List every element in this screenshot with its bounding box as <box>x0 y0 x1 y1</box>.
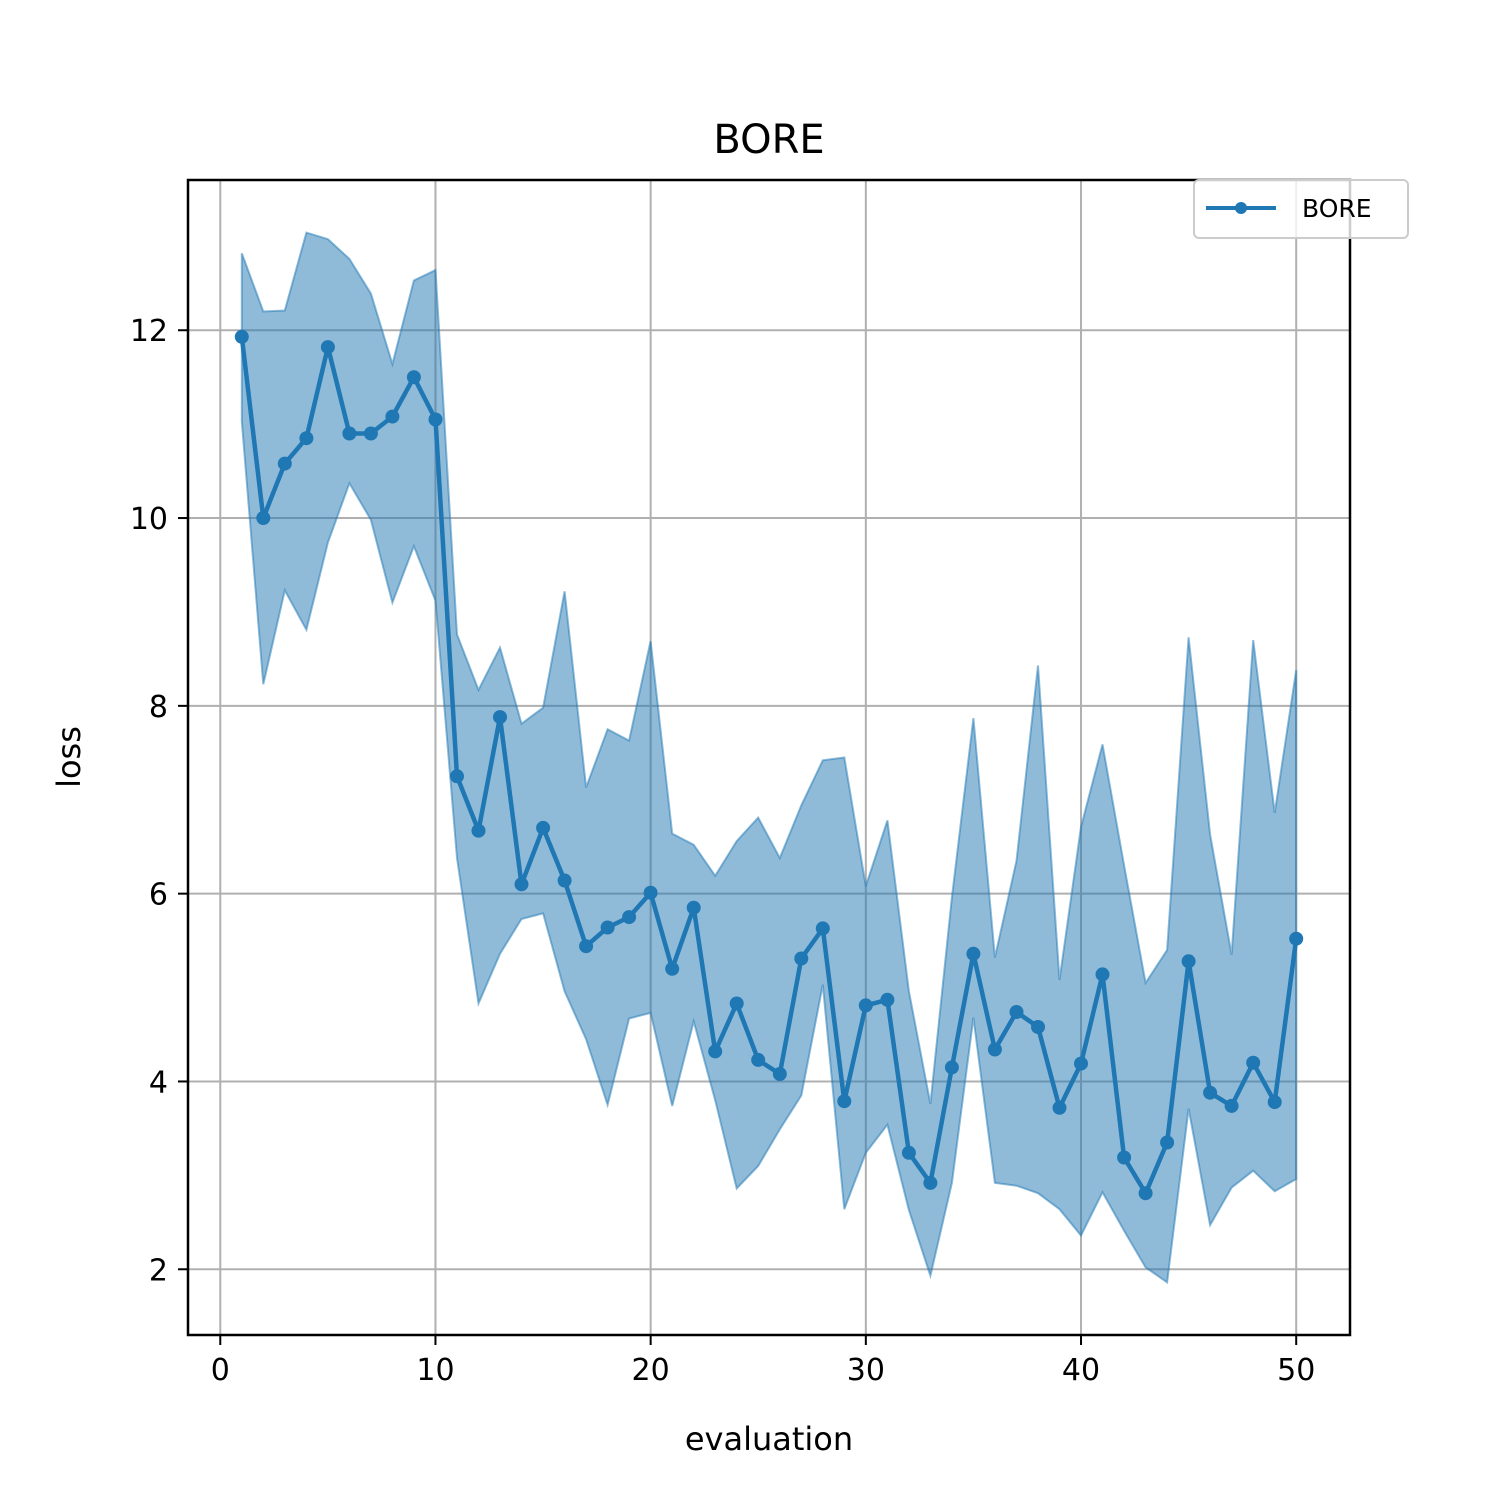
data-point-24 <box>729 996 744 1011</box>
y-tick-label-1: 4 <box>149 1065 168 1100</box>
y-tick-label-4: 10 <box>130 502 168 537</box>
data-point-34 <box>944 1060 959 1075</box>
data-point-22 <box>686 900 701 915</box>
data-point-33 <box>923 1175 938 1190</box>
legend: BORE <box>1193 179 1409 239</box>
x-axis-label: evaluation <box>685 1420 853 1458</box>
data-point-32 <box>901 1145 916 1160</box>
data-point-29 <box>837 1094 852 1109</box>
data-point-47 <box>1224 1098 1239 1113</box>
data-point-20 <box>643 885 658 900</box>
legend-marker-swatch <box>1235 202 1247 214</box>
data-point-25 <box>751 1052 766 1067</box>
x-tick-label-2: 20 <box>632 1353 670 1388</box>
confidence-band-0 <box>240 231 1298 1285</box>
y-tick-label-0: 2 <box>149 1253 168 1288</box>
data-point-6 <box>342 426 357 441</box>
data-point-9 <box>406 370 421 385</box>
data-point-5 <box>320 340 335 355</box>
data-point-13 <box>493 710 507 725</box>
data-point-37 <box>1009 1005 1024 1019</box>
series-line-0 <box>239 336 1299 1196</box>
axis-ticks: 0 10 20 30 40 50 2 4 6 8 10 12 <box>130 314 1315 1388</box>
data-point-16 <box>557 873 572 888</box>
data-point-8 <box>385 409 400 424</box>
data-point-45 <box>1181 954 1196 969</box>
data-point-23 <box>708 1044 723 1059</box>
data-point-3 <box>277 456 292 471</box>
data-point-14 <box>514 877 529 892</box>
x-tick-label-3: 30 <box>847 1353 885 1388</box>
data-point-19 <box>622 910 637 925</box>
data-point-42 <box>1117 1150 1132 1165</box>
data-point-28 <box>815 921 830 936</box>
data-point-26 <box>772 1067 787 1081</box>
data-point-41 <box>1095 967 1110 982</box>
data-point-2 <box>256 511 271 525</box>
x-tick-label-0: 0 <box>211 1353 230 1388</box>
data-point-43 <box>1138 1186 1153 1201</box>
plot-series <box>234 231 1304 1285</box>
data-point-4 <box>299 431 314 446</box>
x-tick-label-4: 40 <box>1062 1353 1100 1388</box>
data-point-21 <box>665 961 680 976</box>
y-tick-label-2: 6 <box>149 878 168 913</box>
y-tick-label-3: 8 <box>149 690 168 725</box>
data-point-50 <box>1289 931 1304 946</box>
x-tick-label-1: 10 <box>416 1353 454 1388</box>
data-point-10 <box>428 412 443 427</box>
data-point-49 <box>1267 1095 1282 1110</box>
y-tick-label-5: 12 <box>130 314 168 349</box>
x-tick-label-5: 50 <box>1277 1353 1315 1388</box>
data-point-7 <box>363 426 378 441</box>
data-point-1 <box>234 329 249 344</box>
data-point-15 <box>536 820 551 835</box>
data-point-17 <box>579 939 594 954</box>
data-point-46 <box>1203 1085 1218 1100</box>
data-point-38 <box>1031 1020 1045 1034</box>
data-point-31 <box>880 992 895 1007</box>
data-point-27 <box>794 951 809 966</box>
legend-box <box>1193 179 1409 239</box>
data-point-35 <box>966 946 981 961</box>
data-point-12 <box>471 823 486 838</box>
data-point-48 <box>1246 1055 1261 1070</box>
y-axis-label: loss <box>50 726 88 788</box>
data-point-36 <box>987 1042 1002 1057</box>
data-point-11 <box>450 769 464 784</box>
chart-title: BORE <box>713 117 824 163</box>
data-point-44 <box>1160 1135 1175 1150</box>
data-point-40 <box>1074 1056 1088 1071</box>
plot-frame <box>186 178 1352 1337</box>
data-point-30 <box>858 998 873 1013</box>
data-point-18 <box>600 920 615 935</box>
data-point-39 <box>1052 1100 1067 1115</box>
legend-entry-bore: BORE <box>1302 194 1372 223</box>
